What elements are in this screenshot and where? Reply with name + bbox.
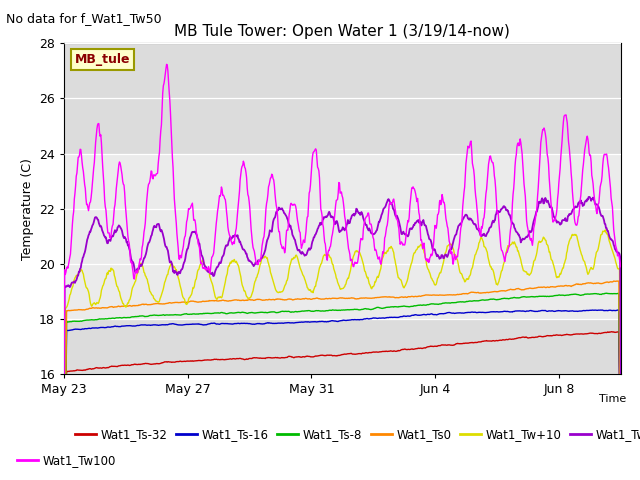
Legend: Wat1_Tw100: Wat1_Tw100: [12, 449, 121, 472]
Text: Time: Time: [599, 394, 627, 404]
Text: MB_tule: MB_tule: [75, 53, 131, 66]
Text: No data for f_Wat1_Tw50: No data for f_Wat1_Tw50: [6, 12, 162, 25]
Legend: Wat1_Ts-32, Wat1_Ts-16, Wat1_Ts-8, Wat1_Ts0, Wat1_Tw+10, Wat1_Tw+30: Wat1_Ts-32, Wat1_Ts-16, Wat1_Ts-8, Wat1_…: [70, 423, 640, 446]
Title: MB Tule Tower: Open Water 1 (3/19/14-now): MB Tule Tower: Open Water 1 (3/19/14-now…: [175, 24, 510, 39]
Bar: [64, 154, 621, 319]
Y-axis label: Temperature (C): Temperature (C): [20, 158, 33, 260]
